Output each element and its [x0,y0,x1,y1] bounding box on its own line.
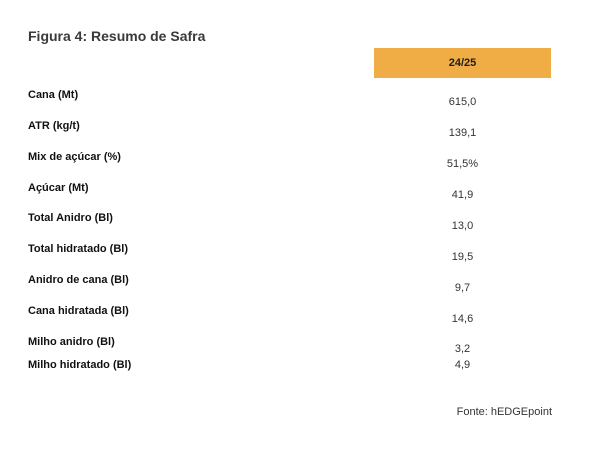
row-label-atr: ATR (kg/t) [28,120,80,132]
row-label-total-hidratado: Total hidratado (Bl) [28,243,129,255]
row-value-total-anidro: 13,0 [451,220,474,232]
row-label-milho-anidro: Milho anidro (Bl) [28,336,115,348]
row-value-milho-hidratado: 4,9 [454,359,471,371]
row-label-milho-hidratado: Milho hidratado (Bl) [28,359,132,371]
source-note: Fonte: hEDGEpoint [456,406,552,418]
row-value-atr: 139,1 [448,127,477,139]
figure-title: Figura 4: Resumo de Safra [28,28,206,44]
row-label-mix-acucar: Mix de açúcar (%) [28,151,121,163]
row-label-anidro-cana: Anidro de cana (Bl) [28,274,129,286]
row-label-total-anidro: Total Anidro (Bl) [28,212,113,224]
row-value-mix-acucar: 51,5% [446,158,479,170]
row-label-cana: Cana (Mt) [28,89,79,101]
row-label-acucar: Açúcar (Mt) [28,182,89,194]
row-value-acucar: 41,9 [451,189,474,201]
column-header-24-25: 24/25 [374,48,551,78]
row-value-anidro-cana: 9,7 [454,282,471,294]
row-value-cana: 615,0 [448,96,477,108]
row-label-cana-hidratada: Cana hidratada (Bl) [28,305,129,317]
row-value-total-hidratado: 19,5 [451,251,474,263]
row-value-milho-anidro: 3,2 [454,343,471,355]
row-value-cana-hidratada: 14,6 [451,313,474,325]
